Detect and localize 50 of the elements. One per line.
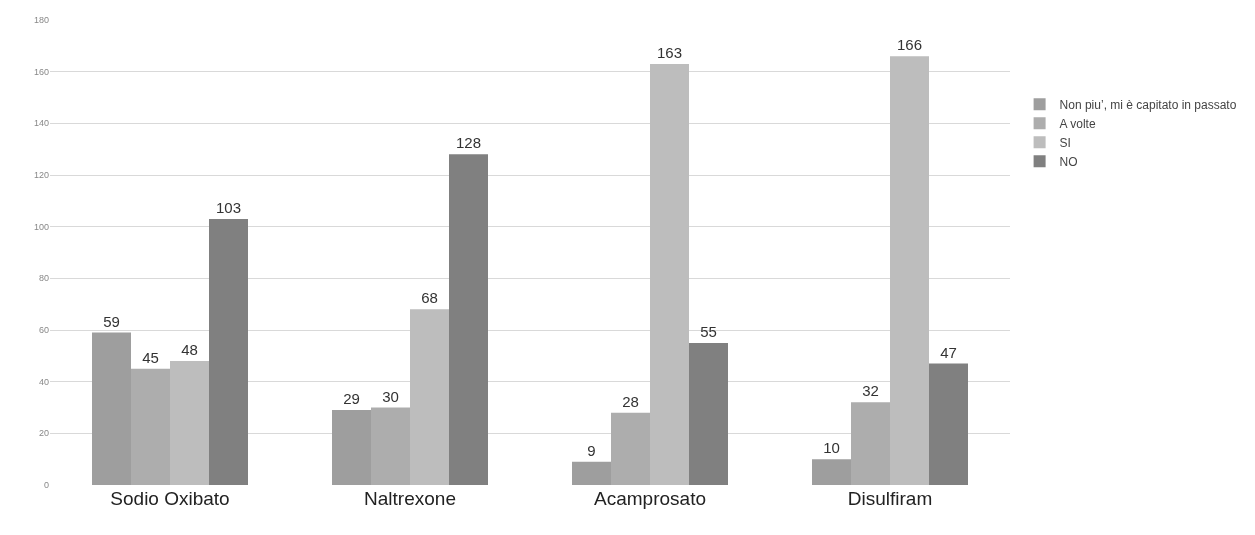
y-tick-label: 20 <box>38 428 49 439</box>
legend-label: A volte <box>1059 116 1096 131</box>
x-tick-label: Disulfiram <box>847 488 933 509</box>
bar <box>209 218 248 485</box>
x-tick-label: Naltrexone <box>364 488 456 509</box>
bar <box>851 402 890 485</box>
y-tick-label: 160 <box>33 66 49 77</box>
y-tick-label: 40 <box>38 376 49 387</box>
data-label: 32 <box>862 382 879 400</box>
legend-label: Non piu’, mi è capitato in passato <box>1059 97 1237 112</box>
x-tick-label: Acamprosato <box>594 488 706 509</box>
data-label: 59 <box>103 312 120 330</box>
data-label: 128 <box>455 134 482 152</box>
data-label: 55 <box>700 322 717 340</box>
data-label: 29 <box>343 390 360 408</box>
bar <box>410 309 449 485</box>
bar <box>611 412 650 485</box>
bar <box>890 56 929 485</box>
bar <box>449 154 488 485</box>
bar <box>572 461 611 485</box>
data-label: 45 <box>142 348 159 366</box>
y-tick-label: 140 <box>33 118 49 129</box>
y-tick-label: 100 <box>33 221 49 232</box>
data-label: 103 <box>215 198 242 216</box>
y-tick-label: 120 <box>33 170 49 181</box>
y-tick-label: 60 <box>38 325 49 336</box>
data-label: 30 <box>382 387 399 405</box>
data-label: 47 <box>940 343 957 361</box>
y-tick-label: 0 <box>43 480 49 491</box>
data-label: 68 <box>421 289 438 307</box>
data-label: 48 <box>181 341 198 358</box>
bar <box>170 361 209 485</box>
bar <box>371 407 410 485</box>
bar <box>812 459 851 485</box>
data-label: 166 <box>896 36 923 54</box>
y-tick-label: 80 <box>38 273 49 284</box>
data-label: 9 <box>587 441 596 459</box>
bar <box>92 332 131 485</box>
bar <box>689 342 728 485</box>
bar <box>131 368 170 485</box>
bar <box>332 410 371 485</box>
bar <box>929 363 968 485</box>
legend-label: SI <box>1059 135 1071 150</box>
legend-label: NO <box>1059 154 1078 169</box>
data-label: 10 <box>823 439 840 457</box>
bar <box>650 63 689 485</box>
x-tick-label: Sodio Oxibato <box>110 488 230 509</box>
data-label: 28 <box>622 392 639 410</box>
data-label: 163 <box>656 43 683 61</box>
y-tick-label: 180 <box>33 15 49 26</box>
